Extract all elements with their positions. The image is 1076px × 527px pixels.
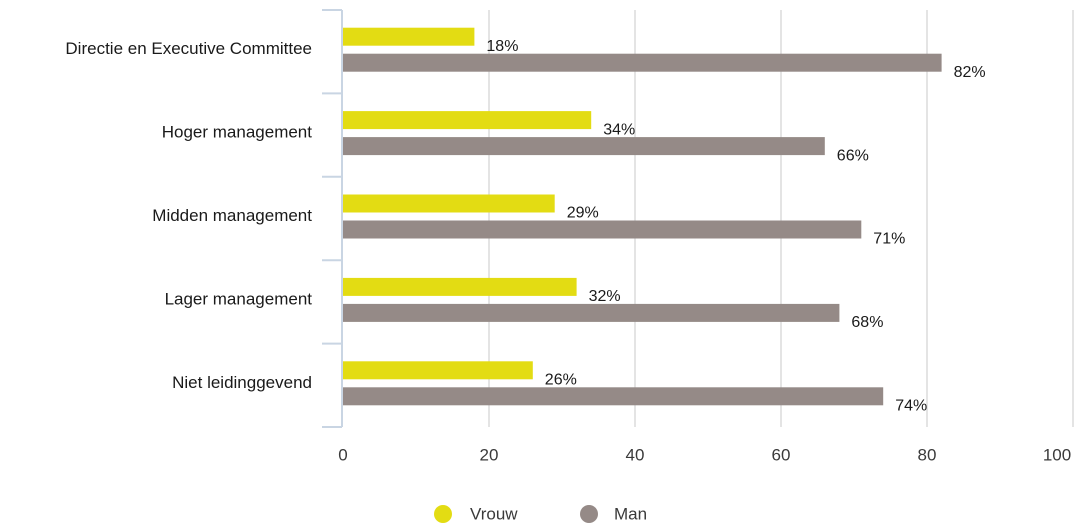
data-label-man-1: 66% <box>837 147 869 164</box>
data-label-man-2: 71% <box>873 231 905 248</box>
x-tick-label: 80 <box>918 445 937 464</box>
x-tick-label: 0 <box>338 445 347 464</box>
x-tick-label: 60 <box>772 445 791 464</box>
x-tick-label: 20 <box>480 445 499 464</box>
legend-label-man: Man <box>614 504 647 523</box>
legend-marker-vrouw <box>434 505 452 523</box>
grid <box>488 10 1074 427</box>
data-label-man-3: 68% <box>851 314 883 331</box>
bar-vrouw-4[interactable] <box>343 361 533 380</box>
bars <box>343 27 942 406</box>
x-tick-label: 100 <box>1043 445 1071 464</box>
x-tick-label: 40 <box>626 445 645 464</box>
legend-label-vrouw: Vrouw <box>470 504 518 523</box>
data-label-man-0: 82% <box>954 64 986 81</box>
category-axis <box>322 9 343 428</box>
bar-vrouw-3[interactable] <box>343 277 577 296</box>
data-labels: Directie en Executive Committee 18% 82% Hog… <box>65 38 985 415</box>
bar-man-4[interactable] <box>343 387 884 406</box>
category-label: Lager management <box>165 289 313 308</box>
legend-marker-man <box>580 505 598 523</box>
data-label-man-4: 74% <box>895 398 927 415</box>
legend[interactable]: Vrouw Man <box>434 504 647 523</box>
bar-vrouw-2[interactable] <box>343 194 555 213</box>
bar-vrouw-0[interactable] <box>343 27 475 46</box>
bar-man-0[interactable] <box>343 53 942 72</box>
data-label-vrouw-1: 34% <box>603 121 635 138</box>
category-label: Directie en Executive Committee <box>65 39 312 58</box>
legend-item-man[interactable]: Man <box>580 504 647 523</box>
category-label: Midden management <box>152 206 312 225</box>
data-label-vrouw-0: 18% <box>486 38 518 55</box>
legend-item-vrouw[interactable]: Vrouw <box>434 504 518 523</box>
bar-man-3[interactable] <box>343 303 840 322</box>
bar-man-2[interactable] <box>343 220 862 239</box>
bar-man-1[interactable] <box>343 137 825 156</box>
category-label: Hoger management <box>162 123 313 142</box>
data-label-vrouw-2: 29% <box>567 205 599 222</box>
data-label-vrouw-3: 32% <box>589 288 621 305</box>
bar-vrouw-1[interactable] <box>343 111 592 130</box>
data-label-vrouw-4: 26% <box>545 372 577 389</box>
category-label: Niet leidinggevend <box>172 373 312 392</box>
x-axis-ticks: 0 20 40 60 80 100 <box>338 445 1071 464</box>
